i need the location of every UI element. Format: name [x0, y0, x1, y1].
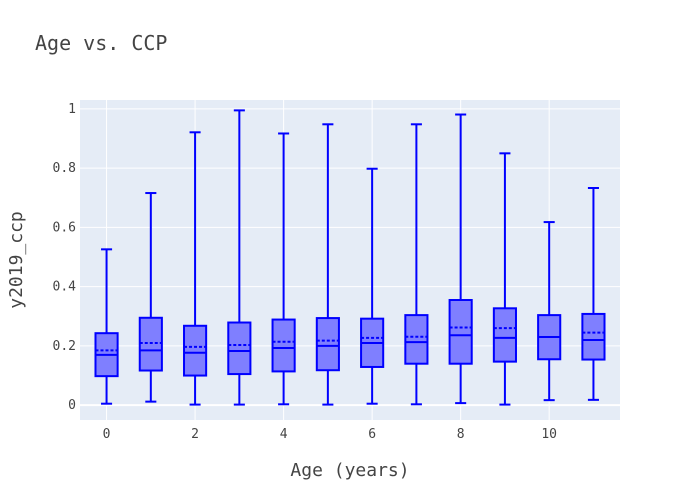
y-tick-label: 0.2	[53, 339, 76, 354]
x-axis-ticks: 0 2 4 6 8 10	[103, 427, 557, 442]
y-axis-ticks: 0 0.2 0.4 0.6 0.8 1	[53, 102, 77, 413]
box-age-4	[271, 132, 296, 406]
box-age-3	[227, 109, 252, 406]
box-age-2	[183, 131, 208, 406]
y-tick-label: 0	[68, 398, 76, 413]
box-age-1	[138, 192, 163, 403]
box-age-10	[537, 221, 562, 402]
x-tick-label: 0	[103, 427, 111, 442]
box-iqr	[271, 318, 296, 373]
box-iqr	[581, 312, 606, 361]
x-tick-label: 10	[541, 427, 557, 442]
box-iqr	[183, 324, 208, 377]
box-age-6	[360, 167, 385, 405]
box-age-9	[492, 152, 517, 406]
y-tick-label: 1	[68, 102, 76, 117]
box-age-5	[315, 123, 340, 406]
x-tick-label: 8	[457, 427, 465, 442]
box-age-7	[404, 123, 429, 406]
box-iqr	[315, 317, 340, 372]
y-tick-label: 0.4	[53, 280, 77, 295]
plot-area	[80, 100, 620, 420]
y-axis-title: y2019_ccp	[6, 211, 27, 309]
x-tick-label: 6	[368, 427, 376, 442]
box-age-8	[448, 113, 473, 405]
box-iqr	[448, 299, 473, 365]
box-iqr	[227, 321, 252, 376]
box-age-0	[94, 248, 119, 405]
box-iqr	[138, 316, 163, 372]
box-series	[94, 109, 606, 406]
box-iqr	[492, 307, 517, 363]
chart-title: Age vs. CCP	[35, 31, 167, 55]
y-tick-label: 0.8	[53, 161, 76, 176]
y-tick-label: 0.6	[53, 220, 76, 235]
box-age-11	[581, 187, 606, 401]
x-tick-label: 2	[191, 427, 199, 442]
x-axis-title: Age (years)	[290, 460, 409, 481]
box-iqr	[404, 314, 429, 365]
x-tick-label: 4	[280, 427, 288, 442]
